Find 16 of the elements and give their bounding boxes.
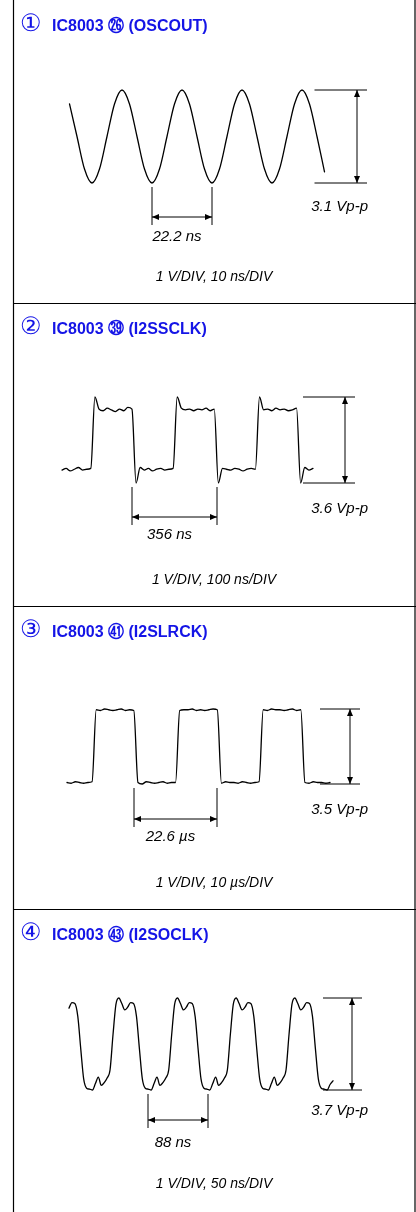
chart-title: ③ IC8003 ㊶ (I2SLRCK) — [20, 615, 208, 642]
text: 22.2 ns — [151, 227, 203, 244]
text: 3.6 Vp-p — [311, 499, 368, 516]
chart-title: ④ IC8003 ㊸ (I2SOCLK) — [20, 918, 209, 945]
chart-title: ② IC8003 ㊴ (I2SSCLK) — [20, 312, 207, 339]
text: 22.6 µs — [144, 827, 196, 844]
text: 3.5 Vp-p — [311, 800, 368, 817]
text: 1 V/DIV, 100 ns/DIV — [151, 571, 278, 587]
text: 356 ns — [146, 525, 193, 542]
text: 3.7 Vp-p — [311, 1101, 368, 1118]
text: 88 ns — [154, 1133, 192, 1150]
text: 1 V/DIV, 50 ns/DIV — [155, 1175, 274, 1191]
text: 3.1 Vp-p — [311, 197, 368, 214]
text: 1 V/DIV, 10 µs/DIV — [155, 874, 275, 890]
chart-title: ① IC8003 ㉖ (OSCOUT) — [20, 9, 208, 36]
text: 1 V/DIV, 10 ns/DIV — [155, 268, 274, 284]
